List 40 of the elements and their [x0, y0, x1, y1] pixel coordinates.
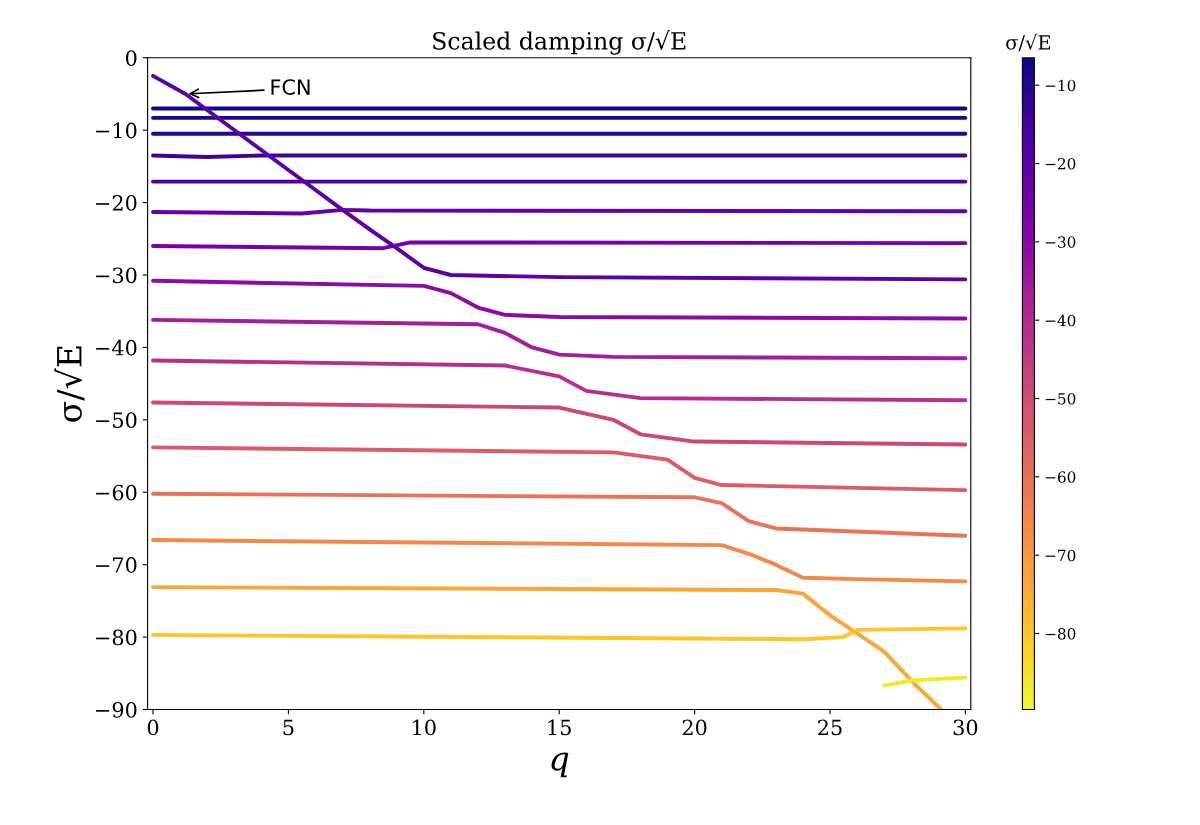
color-bar-title: σ/√E	[1006, 33, 1051, 52]
line-series	[151, 538, 968, 584]
line-series	[151, 400, 968, 447]
y-tick-label: −80	[96, 629, 137, 646]
y-tick-label: 0	[126, 50, 137, 66]
line-series	[151, 585, 943, 710]
x-tick-label: 0	[147, 719, 159, 736]
x-tick-label: 5	[283, 719, 294, 736]
color-bar-label: −10	[1045, 79, 1076, 92]
line-series	[151, 626, 968, 642]
annotation: FCN	[271, 79, 310, 95]
x-tick-label: 20	[682, 719, 707, 736]
y-tick-label: −90	[96, 701, 137, 718]
y-tick-label: −60	[96, 484, 137, 501]
y-tick-label: −50	[96, 412, 137, 429]
y-tick-label: −20	[96, 195, 137, 211]
color-bar-label: −20	[1045, 157, 1076, 170]
line-series	[151, 445, 968, 493]
y-tick-label: −30	[96, 267, 137, 284]
x-tick-label: 25	[818, 719, 842, 736]
y-tick-label: −40	[96, 339, 137, 356]
color-bar-label: −50	[1045, 392, 1076, 405]
line-series	[151, 358, 968, 403]
color-bar-label: −30	[1045, 236, 1076, 248]
x-axis-title: q	[551, 752, 569, 778]
color-bar-label: −80	[1045, 627, 1076, 640]
y-axis-title: σ/√E	[54, 346, 85, 422]
y-tick-label: −10	[96, 122, 137, 139]
line-series	[151, 73, 968, 282]
x-tick-label: 10	[413, 719, 436, 736]
y-tick-label: −70	[96, 557, 137, 573]
x-tick-label: 15	[548, 719, 571, 736]
line-series	[151, 491, 968, 538]
line-series	[151, 317, 968, 361]
chart-title: Scaled damping σ/√E	[433, 30, 686, 55]
color-bar-label: −60	[1045, 471, 1076, 483]
x-tick-label: 30	[953, 719, 978, 736]
color-bar-label: −40	[1045, 314, 1076, 327]
line-series	[151, 278, 968, 321]
color-bar-label: −70	[1045, 549, 1076, 562]
